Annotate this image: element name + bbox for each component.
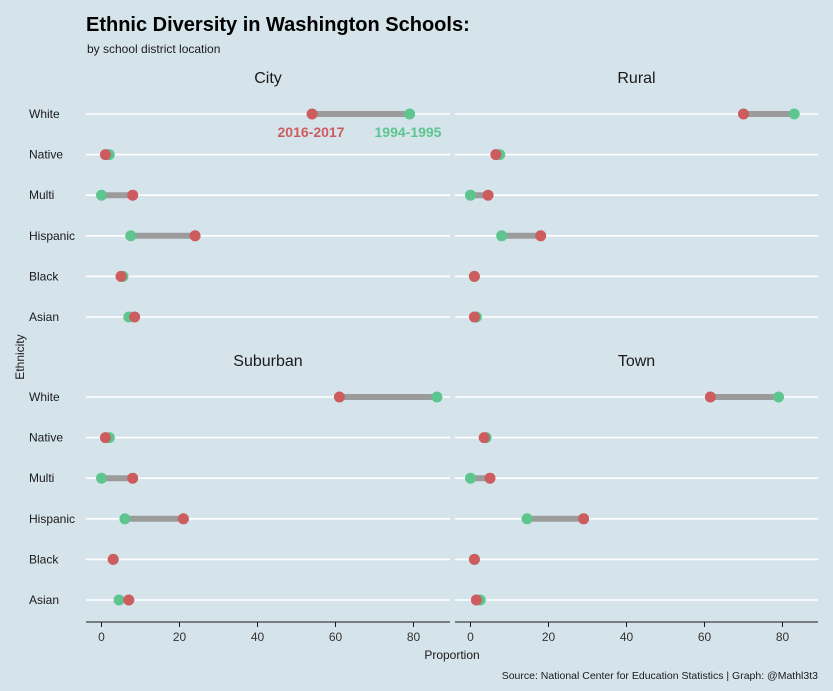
point-2016-2017 [482,189,494,201]
panel-title-rural: Rural [617,70,655,87]
x-axis-label: Proportion [424,648,479,662]
point-1994-1995 [521,513,533,525]
point-2016-2017 [189,230,201,242]
tick-label: 20 [173,630,187,644]
category-label-native: Native [29,431,63,445]
point-2016-2017 [129,311,141,323]
y-axis-label: Ethnicity [13,334,27,379]
caption: Source: National Center for Education St… [502,670,818,682]
point-2016-2017 [127,472,139,484]
point-2016-2017 [99,149,111,161]
point-1994-1995 [113,594,125,606]
point-1994-1995 [465,472,476,484]
chart-subtitle: by school district location [87,42,220,56]
tick-label: 0 [98,630,105,644]
point-2016-2017 [177,513,189,525]
x-axis: 0 20 40 60 80 0 20 40 60 80 [86,621,818,644]
point-2016-2017 [484,472,496,484]
tick-label: 40 [620,630,634,644]
point-2016-2017 [107,553,119,565]
category-label-black: Black [29,269,59,283]
category-label-multi: Multi [29,188,54,202]
point-2016-2017 [704,391,716,403]
point-2016-2017 [738,108,749,120]
panel-city: City White Native Multi Hispanic Black Asian [29,70,450,324]
panel-town: Town [455,353,818,606]
category-label-asian: Asian [29,310,59,324]
tick-label: 80 [776,630,790,644]
point-2016-2017 [306,108,318,120]
point-1994-1995 [496,230,508,242]
point-2016-2017 [468,553,480,565]
legend-label-2016: 2016-2017 [278,124,345,140]
point-2016-2017 [578,513,590,525]
tick-label: 60 [329,630,343,644]
panel-rural: Rural [455,70,818,323]
point-1994-1995 [431,391,443,403]
tick-label: 40 [251,630,265,644]
point-1994-1995 [119,513,131,525]
point-2016-2017 [99,432,111,444]
point-2016-2017 [468,311,480,323]
point-2016-2017 [115,270,127,282]
point-2016-2017 [478,432,490,444]
panel-title-town: Town [618,353,655,370]
category-label-multi: Multi [29,471,54,485]
point-2016-2017 [468,270,480,282]
category-label-native: Native [29,148,63,162]
point-1994-1995 [773,391,785,403]
tick-label: 80 [407,630,421,644]
point-2016-2017 [470,594,482,606]
tick-label: 0 [467,630,474,644]
point-2016-2017 [535,230,547,242]
tick-label: 60 [698,630,712,644]
point-2016-2017 [490,149,502,161]
category-label-asian: Asian [29,593,59,607]
category-label-hispanic: Hispanic [29,229,75,243]
category-label-hispanic: Hispanic [29,512,75,526]
facet-panels: City White Native Multi Hispanic Black Asian Ru… [29,70,818,607]
category-label-white: White [29,107,60,121]
point-1994-1995 [465,189,476,201]
tick-label: 20 [542,630,556,644]
point-1994-1995 [404,108,416,120]
point-2016-2017 [127,189,139,201]
legend-label-1994: 1994-1995 [375,124,442,140]
panel-suburban: Suburban White Native Multi Hispanic Black Asi… [29,353,450,607]
point-1994-1995 [788,108,800,120]
point-1994-1995 [96,189,107,201]
category-label-white: White [29,390,60,404]
chart-title: Ethnic Diversity in Washington Schools: [86,14,470,36]
point-2016-2017 [123,594,135,606]
panel-title-city: City [254,70,282,87]
point-1994-1995 [96,472,107,484]
panel-title-suburban: Suburban [233,353,302,370]
point-2016-2017 [333,391,345,403]
category-label-black: Black [29,552,59,566]
point-1994-1995 [125,230,137,242]
